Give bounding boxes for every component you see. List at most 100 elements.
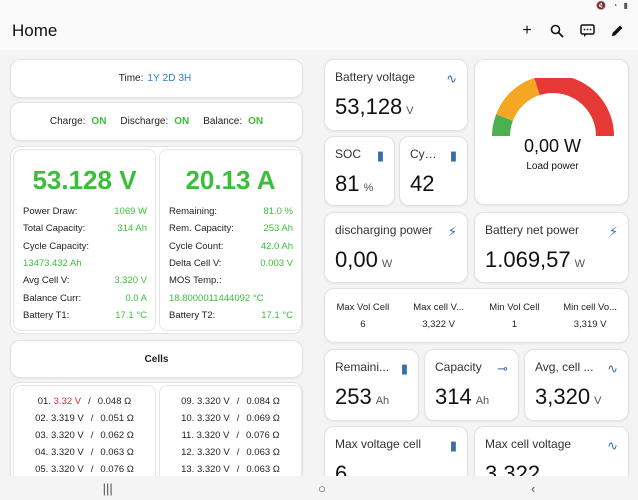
cells-header: Cells [10,340,303,378]
bolt-icon: ⚡ [447,224,457,239]
cycles-tile[interactable]: Cycl... ▮ 42 [399,136,468,206]
battery-plus-icon: ▮ [449,438,457,453]
home-button[interactable]: ○ [317,480,326,496]
load-power-gauge[interactable]: 0,00 W Load power [474,59,629,205]
stat-value: 3,322 V [422,318,455,330]
message-icon[interactable] [576,20,598,42]
recents-button[interactable]: ||| [102,480,113,496]
stat-label: Max cell V... [413,301,465,313]
balance-status[interactable]: Balance: ON [203,116,263,127]
system-nav-bar: ||| ○ ‹ [0,476,638,500]
max-vol-cell-stat: Max Vol Cell 6 [327,302,399,330]
discharging-power-tile[interactable]: discharging power ⚡ 0,00 W [324,212,468,283]
mos-temp-label: MOS Temp.: [169,275,222,287]
cells-column-right: 09. 3.320 V/0.084 Ω 10. 3.320 V/0.069 Ω … [159,385,302,481]
add-icon[interactable]: + [522,22,532,39]
time-option-3h[interactable]: 3H [178,73,192,84]
avg-cell-tile[interactable]: Avg, cell ... ∿ 3,320 V [524,349,629,421]
battery-sync-icon: ▮ [449,148,457,163]
tile-value: 1.069,57 [485,247,571,272]
cell-row: 10. 3.320 V/0.069 Ω [181,413,280,424]
balance-current-label: Balance Curr: [23,292,82,304]
slider-icon: ⊸ [497,361,508,376]
capacity-tile[interactable]: Capacity ⊸ 314 Ah [424,349,519,421]
mos-temp-label-row: MOS Temp.: [169,272,293,289]
charge-status[interactable]: Charge: ON [50,116,107,127]
cell-row: 09. 3.320 V/0.084 Ω [181,396,280,407]
tile-title: Max voltage cell [335,437,422,451]
stat-label: Max Vol Cell [336,301,390,313]
balance-state: ON [248,116,264,127]
tile-title: Avg, cell ... [535,360,594,374]
cycle-count-row: Cycle Count: 42.0 Ah [169,238,293,255]
sine-wave-icon: ∿ [607,361,618,376]
cell-stats-card[interactable]: Max Vol Cell 6 Max cell V... 3,322 V Min V… [324,288,629,343]
cell-row: 12. 3.320 V/0.063 Ω [181,447,280,458]
delta-cell-row: Delta Cell V: 0.003 V [169,255,293,272]
soc-tile[interactable]: SOC ▮ 81% [324,136,395,206]
cell-row: 01. 3.32 V/0.048 Ω [37,396,132,407]
time-option-2d[interactable]: 2D [162,73,176,84]
total-capacity-label: Total Capacity: [23,223,86,235]
cell-row: 04. 3.320 V/0.063 Ω [35,447,134,458]
cycle-capacity-label-row: Cycle Capacity: [23,238,147,255]
gauge-arc [492,78,614,137]
power-draw-label: Power Draw: [23,206,78,218]
search-icon[interactable] [546,20,568,42]
time-option-1y[interactable]: 1Y [147,73,160,84]
rem-capacity-value: 253 Ah [263,223,293,235]
battery-icon: ▮ [400,361,408,376]
rem-capacity-label: Rem. Capacity: [169,223,234,235]
net-power-tile[interactable]: Battery net power ⚡ 1.069,57 W [474,212,629,283]
cycle-capacity-label: Cycle Capacity: [23,240,89,252]
tile-value: 81 [335,171,360,196]
tile-value: 3,320 [535,384,591,409]
battery-t1-label: Battery T1: [23,309,70,321]
delta-cell-value: 0.003 V [260,258,293,270]
remaining-tile[interactable]: Remaini... ▮ 253 Ah [324,349,419,421]
balance-current-value: 0.0 A [125,292,147,304]
status-icons: 🔇 ◔ ▮ [596,1,630,10]
avg-cell-label: Avg Cell V: [23,275,70,287]
battery-summary-panel: 53.128 V Power Draw: 1069 W Total Capacit… [10,146,303,334]
mos-temp-value-row: 18.8000011444092 °C [169,289,293,306]
tile-unit: Ah [475,395,490,407]
battery-icon: ▮ [376,148,384,163]
total-capacity-value: 314 Ah [117,223,147,235]
tile-value: 314 [435,384,472,409]
time-label: Time: [118,73,144,84]
tile-title: discharging power [335,223,433,237]
back-button[interactable]: ‹ [531,480,536,496]
cycle-count-label: Cycle Count: [169,240,224,252]
power-draw-value: 1069 W [114,206,147,218]
stat-value: 6 [360,318,366,330]
tile-value: 0,00 [335,247,378,272]
rem-capacity-row: Rem. Capacity: 253 Ah [169,220,293,237]
tile-unit: Ah [375,395,390,407]
edit-icon[interactable] [606,20,628,42]
discharge-status[interactable]: Discharge: ON [120,116,189,127]
status-bar: 🔇 ◔ ▮ [0,0,638,12]
tile-title: Remaini... [335,360,390,374]
tile-title: Battery net power [485,223,580,237]
tile-unit: W [381,258,393,270]
tile-value: 53,128 [335,94,403,119]
voltage-summary: 53.128 V Power Draw: 1069 W Total Capacit… [13,149,156,331]
min-vol-cell-stat: Min Vol Cell 1 [478,302,550,330]
cells-list[interactable]: 01. 3.32 V/0.048 Ω 02. 3.319 V/0.051 Ω 0… [10,382,303,482]
battery-t2-value: 17.1 °C [261,309,293,321]
discharge-state: ON [174,116,190,127]
remaining-row: Remaining: 81.0 % [169,203,293,220]
mos-temp-value: 18.8000011444092 °C [169,292,264,304]
power-draw-row: Power Draw: 1069 W [23,203,147,220]
tile-title: Battery voltage [335,70,416,84]
battery-voltage-tile[interactable]: Battery voltage ∿ 53,128 V [324,59,468,131]
remaining-value: 81.0 % [263,206,293,218]
tile-unit: W [574,258,586,270]
cell-row: 05. 3.320 V/0.076 Ω [35,464,134,475]
avg-cell-value: 3.320 V [114,275,147,287]
cycle-capacity-value-row: 13473.432 Ah [23,255,147,272]
battery-t1-value: 17.1 °C [115,309,147,321]
cycle-capacity-value: 13473.432 Ah [23,258,82,270]
battery-t2-row: Battery T2: 17.1 °C [169,307,293,324]
